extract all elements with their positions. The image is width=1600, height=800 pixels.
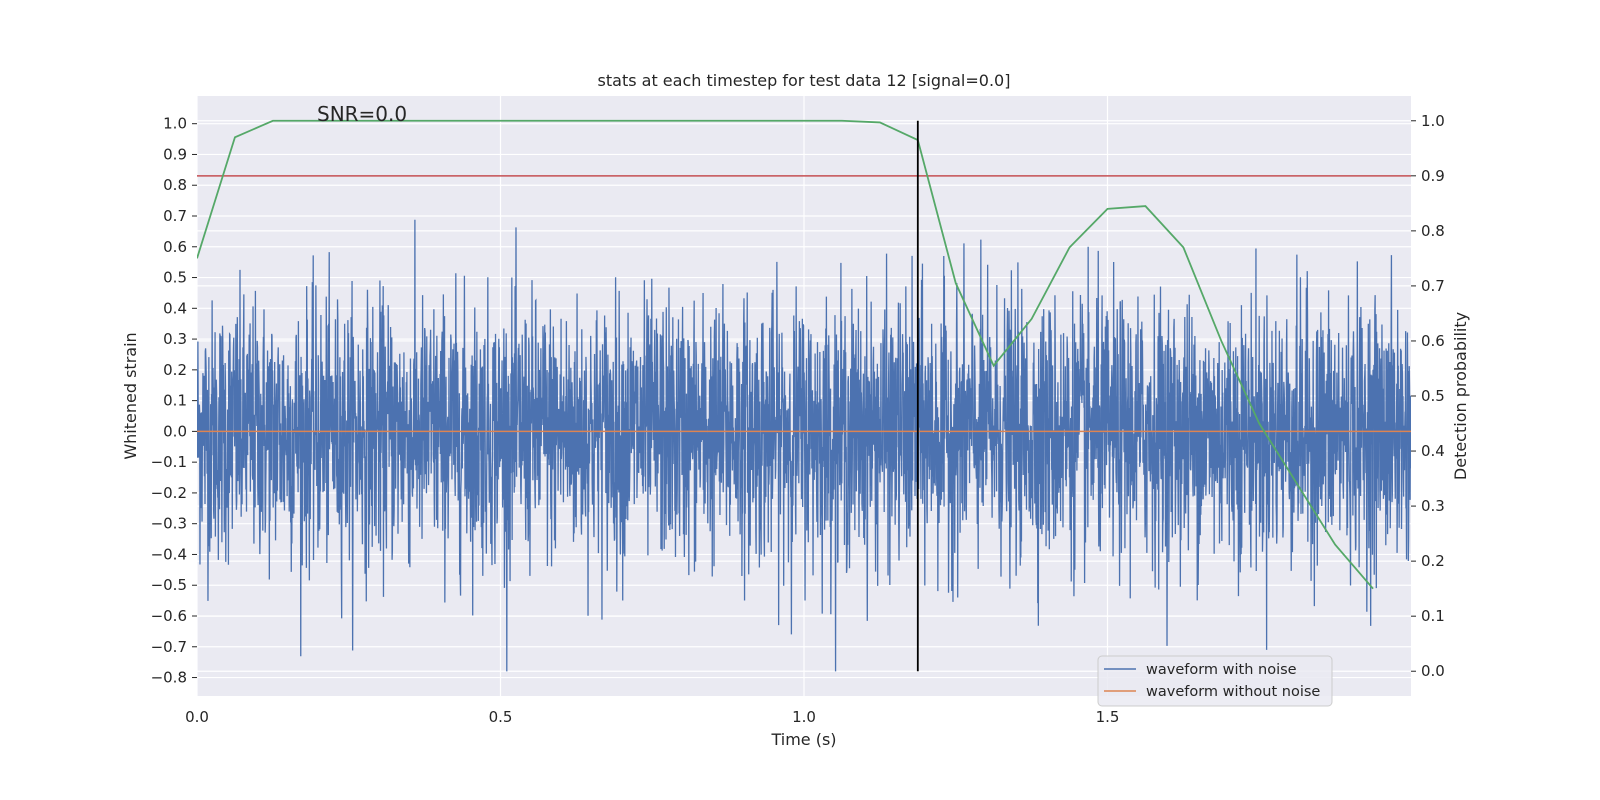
y2-tick-label: 0.9 [1421,167,1445,185]
x-axis-label: Time (s) [770,730,836,749]
y-tick-labels: 1.0 0.9 0.8 0.7 0.6 0.5 0.4 0.3 0.2 0.1 0.0 −0.1 −0.… [151,115,197,687]
y2-tick-label: 0.8 [1421,222,1445,240]
y-tick-label: −0.6 [151,607,187,625]
y-tick-label: 0.6 [163,238,187,256]
y2-tick-labels: 1.0 0.9 0.8 0.7 0.6 0.5 0.4 0.3 0.2 0.1 0.0 [1411,112,1445,680]
y-tick-label: −0.2 [151,484,187,502]
y-tick-label: 0.7 [163,207,187,225]
legend-label-noise: waveform with noise [1146,662,1297,678]
x-tick-label: 0.0 [185,708,209,726]
y2-tick-label: 0.6 [1421,332,1445,350]
chart-title: stats at each timestep for test data 12 … [598,71,1011,90]
y-tick-label: 0.8 [163,176,187,194]
x-tick-label: 0.5 [489,708,513,726]
y-tick-label: −0.3 [151,515,187,533]
y-tick-label: −0.8 [151,669,187,687]
y-tick-label: −0.5 [151,576,187,594]
x-tick-label: 1.5 [1096,708,1120,726]
series-noisy-waveform [197,219,1411,672]
y2-tick-label: 1.0 [1421,112,1445,130]
y-axis-label: Whitened strain [121,332,140,459]
y2-tick-label: 0.3 [1421,497,1445,515]
y2-tick-label: 0.1 [1421,607,1445,625]
series-layer [197,119,1411,672]
y2-tick-label: 0.5 [1421,387,1445,405]
y-tick-label: 1.0 [163,115,187,133]
y-tick-label: 0.0 [163,422,187,440]
legend-box [1097,655,1333,707]
y2-tick-label: 0.7 [1421,277,1445,295]
y-tick-label: 0.5 [163,269,187,287]
snr-annotation: SNR=0.0 [317,102,407,126]
y-tick-label: 0.9 [163,145,187,163]
y-tick-label: 0.3 [163,330,187,348]
legend-label-clean: waveform without noise [1146,684,1320,700]
x-tick-label: 1.0 [792,708,816,726]
y2-axis-label: Detection probability [1451,312,1470,480]
y2-tick-label: 0.0 [1421,662,1445,680]
y2-tick-label: 0.4 [1421,442,1445,460]
y-tick-label: −0.4 [151,545,187,563]
x-tick-labels: 0.0 0.5 1.0 1.5 [185,708,1119,726]
y-tick-label: 0.4 [163,299,187,317]
y-tick-label: −0.7 [151,638,187,656]
y-tick-label: 0.2 [163,361,187,379]
y-tick-label: −0.1 [151,453,187,471]
y2-tick-label: 0.2 [1421,552,1445,570]
y-tick-label: 0.1 [163,392,187,410]
series-detection-probability [197,119,1374,590]
legend: waveform with noise waveform without noi… [1097,655,1333,707]
